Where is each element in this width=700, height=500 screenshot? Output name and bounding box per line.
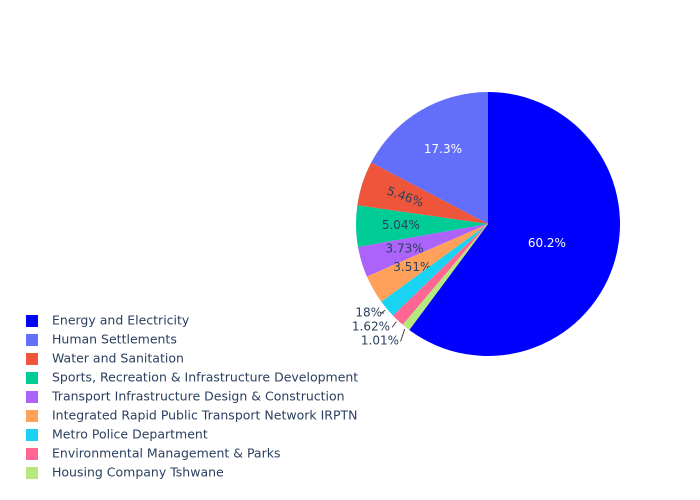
slice-label: 3.73% — [386, 242, 424, 256]
pie-slice — [358, 224, 488, 277]
legend-label: Integrated Rapid Public Transport Networ… — [52, 408, 357, 423]
legend-label: Water and Sanitation — [52, 351, 184, 366]
label-connector — [379, 309, 386, 314]
legend-swatch — [26, 353, 38, 365]
legend-swatch — [26, 467, 38, 479]
slice-label: 60.2% — [528, 236, 566, 250]
pie-slice — [366, 224, 488, 302]
legend-swatch — [26, 372, 38, 384]
pie-slice — [392, 224, 488, 325]
legend-label: Sports, Recreation & Infrastructure Deve… — [52, 370, 358, 385]
label-connector — [391, 321, 397, 328]
legend-swatch — [26, 334, 38, 346]
legend-label: Metro Police Department — [52, 427, 208, 442]
legend-label: Housing Company Tshwane — [52, 465, 224, 480]
label-connector — [400, 328, 406, 342]
pie-slice — [409, 92, 620, 356]
slice-label: 1.01% — [361, 334, 399, 348]
legend-swatch — [26, 391, 38, 403]
pie-slice — [381, 224, 488, 316]
slice-label: 3.51% — [393, 260, 431, 274]
slice-label: 17.3% — [424, 142, 462, 156]
slice-label: 18% — [355, 306, 382, 320]
slice-label: 1.62% — [352, 320, 390, 334]
legend-label: Transport Infrastructure Design & Constr… — [51, 389, 345, 404]
legend-label: Environmental Management & Parks — [52, 446, 281, 461]
legend-label: Human Settlements — [52, 332, 177, 347]
legend-swatch — [26, 429, 38, 441]
legend-label: Energy and Electricity — [52, 313, 190, 328]
slice-label: 5.04% — [382, 218, 420, 232]
legend-swatch — [26, 315, 38, 327]
pie-slice — [356, 205, 488, 247]
legend-swatch — [26, 448, 38, 460]
pie-slice — [357, 162, 488, 224]
pie-slice — [371, 92, 488, 224]
legend-swatch — [26, 410, 38, 422]
pie-slice — [402, 224, 488, 330]
